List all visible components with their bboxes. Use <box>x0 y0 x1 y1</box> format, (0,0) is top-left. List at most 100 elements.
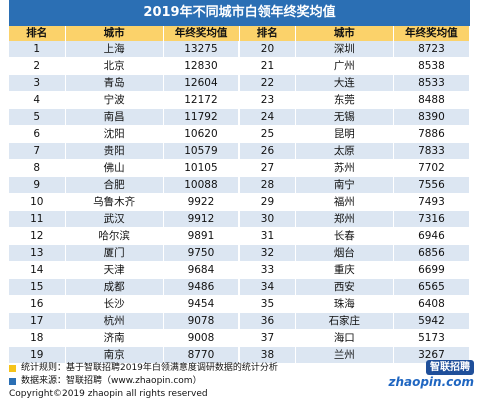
zhaopin-logo: 智联招聘 zhaopin.com <box>388 360 474 390</box>
table-row: 12 哈尔滨 9891 31 长春 6946 <box>9 227 471 245</box>
cell-city-left: 南昌 <box>65 108 164 126</box>
cell-value-left: 9750 <box>163 244 241 262</box>
cell-value-right: 7833 <box>393 142 471 160</box>
cell-value-left: 10579 <box>163 142 241 160</box>
cell-city-right: 无锡 <box>295 108 394 126</box>
cell-rank-right: 25 <box>239 125 296 143</box>
cell-value-left: 9486 <box>163 278 241 296</box>
table-row: 7 贵阳 10579 26 太原 7833 <box>9 142 471 160</box>
header-value-left: 年终奖均值 <box>163 26 240 41</box>
cell-value-right: 8538 <box>393 57 471 75</box>
cell-value-right: 6946 <box>393 227 471 245</box>
cell-value-left: 10105 <box>163 159 241 177</box>
cell-value-right: 8488 <box>393 91 471 109</box>
table-row: 3 青岛 12604 22 大连 8533 <box>9 74 471 92</box>
cell-rank-left: 19 <box>9 346 66 364</box>
cell-value-left: 12830 <box>163 57 241 75</box>
cell-value-left: 11792 <box>163 108 241 126</box>
cell-value-right: 8723 <box>393 41 471 58</box>
cell-value-left: 9454 <box>163 295 241 313</box>
cell-value-left: 8770 <box>163 346 241 364</box>
cell-rank-right: 31 <box>239 227 296 245</box>
cell-rank-right: 35 <box>239 295 296 313</box>
cell-city-left: 上海 <box>65 41 164 58</box>
cell-rank-left: 3 <box>9 74 66 92</box>
table-row: 16 长沙 9454 35 珠海 6408 <box>9 295 471 313</box>
cell-city-right: 东莞 <box>295 91 394 109</box>
cell-value-left: 12604 <box>163 74 241 92</box>
footer-copyright: Copyright©2019 zhaopin all rights reserv… <box>9 389 208 399</box>
cell-city-right: 珠海 <box>295 295 394 313</box>
table-row: 1 上海 13275 20 深圳 8723 <box>9 41 471 58</box>
cell-rank-right: 30 <box>239 210 296 228</box>
cell-city-left: 长沙 <box>65 295 164 313</box>
header-city-left: 城市 <box>65 26 164 41</box>
cell-city-right: 南宁 <box>295 176 394 194</box>
cell-value-right: 7702 <box>393 159 471 177</box>
cell-rank-left: 4 <box>9 91 66 109</box>
table-row: 10 乌鲁木齐 9922 29 福州 7493 <box>9 193 471 211</box>
cell-city-left: 天津 <box>65 261 164 279</box>
cell-city-right: 福州 <box>295 193 394 211</box>
footer-method: 统计规则：基于智联招聘2019年白领满意度调研数据的统计分析 <box>21 363 278 373</box>
cell-city-left: 济南 <box>65 329 164 347</box>
cell-city-right: 西安 <box>295 278 394 296</box>
cell-value-left: 9891 <box>163 227 241 245</box>
footer-method-line: 统计规则：基于智联招聘2019年白领满意度调研数据的统计分析 <box>9 362 470 375</box>
chart-title: 2019年不同城市白领年终奖均值 <box>9 0 470 26</box>
cell-value-left: 9922 <box>163 193 241 211</box>
cell-rank-left: 1 <box>9 41 66 58</box>
cell-value-right: 7556 <box>393 176 471 194</box>
cell-city-right: 烟台 <box>295 244 394 262</box>
footer-copyright-line: Copyright©2019 zhaopin all rights reserv… <box>9 388 470 401</box>
cell-city-right: 石家庄 <box>295 312 394 330</box>
cell-city-right: 兰州 <box>295 346 394 364</box>
table-row: 13 厦门 9750 32 烟台 6856 <box>9 244 471 262</box>
footer: 统计规则：基于智联招聘2019年白领满意度调研数据的统计分析 数据来源：智联招聘… <box>9 362 470 401</box>
cell-value-right: 7316 <box>393 210 471 228</box>
cell-rank-right: 33 <box>239 261 296 279</box>
cell-rank-left: 7 <box>9 142 66 160</box>
table-header-row: 排名 城市 年终奖均值 排名 城市 年终奖均值 <box>9 26 471 41</box>
logo-en-text: zhaopin.com <box>388 375 474 389</box>
cell-value-right: 6408 <box>393 295 471 313</box>
table-row: 15 成都 9486 34 西安 6565 <box>9 278 471 296</box>
cell-city-right: 深圳 <box>295 41 394 58</box>
cell-rank-right: 28 <box>239 176 296 194</box>
yellow-square-icon <box>9 365 16 372</box>
cell-value-left: 9008 <box>163 329 241 347</box>
cell-city-left: 合肥 <box>65 176 164 194</box>
cell-rank-right: 34 <box>239 278 296 296</box>
cell-value-left: 13275 <box>163 41 241 58</box>
table-row: 18 济南 9008 37 海口 5173 <box>9 329 471 347</box>
header-city-right: 城市 <box>295 26 394 41</box>
footer-source-line: 数据来源：智联招聘（www.zhaopin.com） <box>9 375 470 388</box>
cell-city-right: 长春 <box>295 227 394 245</box>
cell-value-left: 12172 <box>163 91 241 109</box>
cell-city-left: 杭州 <box>65 312 164 330</box>
header-rank-left: 排名 <box>9 26 66 41</box>
cell-rank-right: 24 <box>239 108 296 126</box>
logo-cn-text: 智联招聘 <box>426 360 474 375</box>
cell-value-left: 9684 <box>163 261 241 279</box>
cell-city-left: 乌鲁木齐 <box>65 193 164 211</box>
table-row: 2 北京 12830 21 广州 8538 <box>9 57 471 75</box>
header-rank-right: 排名 <box>239 26 296 41</box>
cell-rank-left: 18 <box>9 329 66 347</box>
cell-value-right: 7493 <box>393 193 471 211</box>
cell-value-left: 9078 <box>163 312 241 330</box>
table-body: 1 上海 13275 20 深圳 8723 2 北京 12830 21 广州 8538 3 青岛 12604… <box>9 41 471 364</box>
cell-value-left: 10620 <box>163 125 241 143</box>
cell-value-right: 5173 <box>393 329 471 347</box>
cell-city-left: 宁波 <box>65 91 164 109</box>
cell-rank-right: 23 <box>239 91 296 109</box>
cell-rank-left: 12 <box>9 227 66 245</box>
cell-city-left: 北京 <box>65 57 164 75</box>
cell-value-right: 5942 <box>393 312 471 330</box>
cell-rank-right: 37 <box>239 329 296 347</box>
cell-value-right: 8533 <box>393 74 471 92</box>
cell-city-right: 昆明 <box>295 125 394 143</box>
cell-value-left: 9912 <box>163 210 241 228</box>
cell-rank-right: 26 <box>239 142 296 160</box>
cell-city-left: 佛山 <box>65 159 164 177</box>
